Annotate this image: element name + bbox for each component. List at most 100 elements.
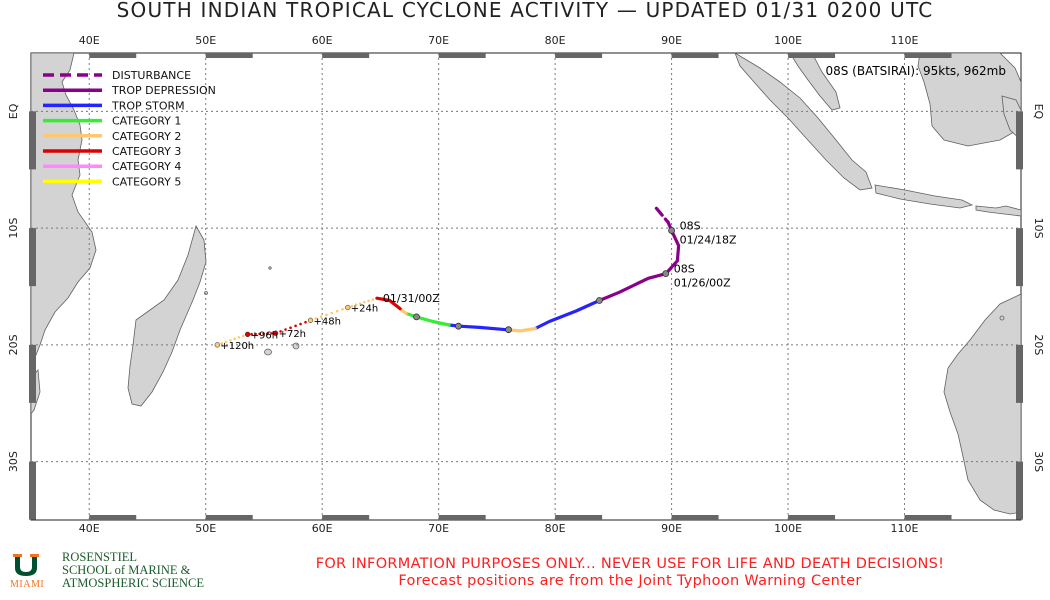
lon-label-top: 50E [195, 34, 216, 47]
forecast-dot [325, 313, 328, 317]
legend-label: CATEGORY 3 [112, 145, 181, 158]
lat-label-right: 10S [1032, 218, 1045, 239]
legend-label: CATEGORY 2 [112, 130, 181, 143]
forecast-dot [314, 317, 318, 320]
storm-track [375, 206, 681, 334]
tick-bar-right [1016, 228, 1023, 287]
lon-label-bottom: 90E [661, 522, 682, 535]
forecast-dot [250, 332, 253, 336]
track-position-marker [413, 313, 420, 321]
legend-label: CATEGORY 4 [112, 160, 181, 173]
lon-label-bottom: 70E [428, 522, 449, 535]
track-label-time: 01/24/18Z [680, 233, 737, 246]
forecast-dot [304, 320, 307, 324]
australia-island [999, 315, 1005, 321]
seychelles-island [268, 266, 272, 270]
lon-label-top: 90E [661, 34, 682, 47]
lon-label-bottom: 40E [79, 522, 100, 535]
tick-bar-bottom [555, 515, 603, 520]
logo-school-name: ROSENSTIEL SCHOOL of MARINE & ATMOSPHERI… [62, 551, 204, 590]
tick-bar-top [205, 53, 253, 58]
java-landmass [874, 184, 974, 209]
tick-bar-top [89, 53, 137, 58]
forecast-dot [279, 330, 282, 333]
tick-bar-bottom [438, 515, 486, 520]
lat-label-left: 20S [7, 334, 20, 355]
track-position-marker [455, 322, 462, 330]
tick-bar-bottom [89, 515, 137, 520]
track-label-time: 01/31/00Z [383, 292, 440, 305]
tick-bar-bottom [322, 515, 370, 520]
storm-info: 08S (BATSIRAI): 95kts, 962mb [825, 64, 1006, 78]
lesser-sunda-islands [975, 205, 1021, 217]
forecast-dot [354, 303, 358, 307]
legend-label: DISTURBANCE [112, 69, 191, 82]
track-label-id: 08S [680, 219, 701, 232]
forecast-dot [233, 337, 236, 341]
lon-label-top: 110E [891, 34, 919, 47]
forecast-label: +24h [351, 304, 378, 315]
track-segment [447, 323, 508, 332]
lat-label-right: 20S [1032, 334, 1045, 355]
tick-bar-top [671, 53, 719, 58]
lon-label-bottom: 50E [195, 522, 216, 535]
lat-label-right: 30S [1032, 451, 1045, 472]
track-segment [533, 298, 601, 331]
mauritius-island [292, 342, 300, 350]
forecast-dot [270, 332, 273, 335]
tick-bar-top [788, 53, 836, 58]
forecast-dot [358, 302, 362, 305]
track-label-id: 08S [674, 263, 695, 276]
track-segment [654, 206, 670, 224]
forecast-dot [367, 299, 370, 303]
track-segment [404, 311, 451, 327]
forecast-dot [284, 328, 287, 331]
forecast-dot [229, 339, 232, 342]
legend: DISTURBANCE TROP DEPRESSION TROP STORM CATE… [43, 69, 216, 188]
borneo-landmass [917, 53, 1021, 147]
forecast-dot [289, 326, 292, 329]
logo-miami-text: MIAMI [10, 579, 45, 590]
forecast-dot [363, 300, 366, 304]
lon-label-bottom: 100E [774, 522, 802, 535]
gridlines [31, 53, 1021, 520]
footer-source: Forecast positions are from the Joint Ty… [398, 573, 862, 589]
track-label-time: 01/26/00Z [674, 277, 731, 290]
tick-bar-left [29, 111, 36, 170]
track-position-marker [595, 297, 603, 304]
forecast-dot [237, 336, 241, 339]
lon-label-bottom: 110E [891, 522, 919, 535]
forecast-label: +72h [279, 329, 306, 340]
lat-label-left: EQ [7, 103, 20, 119]
forecast-track: +24h +48h +72h+96h+120h [214, 298, 378, 352]
footer-warning: FOR INFORMATION PURPOSES ONLY... NEVER U… [315, 556, 945, 572]
forecast-dot [330, 311, 334, 315]
lon-label-top: 60E [312, 34, 333, 47]
logo-line-2: SCHOOL of MARINE & [62, 563, 191, 577]
australia-landmass [943, 293, 1021, 515]
forecast-point [345, 304, 351, 311]
tick-bar-left [29, 461, 36, 520]
tick-bar-bottom [671, 515, 719, 520]
map-figure: +24h+48h+72h+96h+120h 08S01/24/18Z08S01/… [7, 34, 1045, 535]
tick-bar-top [438, 53, 486, 58]
madagascar-landmass [127, 224, 207, 407]
forecast-label: +120h [220, 341, 254, 352]
legend-label: TROP STORM [111, 99, 185, 112]
forecast-point [307, 317, 314, 324]
legend-label: CATEGORY 1 [112, 115, 181, 128]
forecast-dot [254, 332, 257, 336]
tick-bar-left [29, 228, 36, 287]
lon-label-bottom: 80E [545, 522, 566, 535]
lat-label-left: 10S [7, 218, 20, 239]
track-position-marker [668, 227, 675, 234]
track-segment [375, 296, 402, 311]
forecast-dot [242, 334, 245, 338]
lat-label-left: 30S [7, 451, 20, 472]
forecast-dot [335, 309, 339, 313]
lon-label-top: 70E [428, 34, 449, 47]
sumatra-landmass [734, 53, 873, 191]
legend-label: TROP DEPRESSION [111, 84, 216, 97]
lon-label-top: 80E [545, 34, 566, 47]
